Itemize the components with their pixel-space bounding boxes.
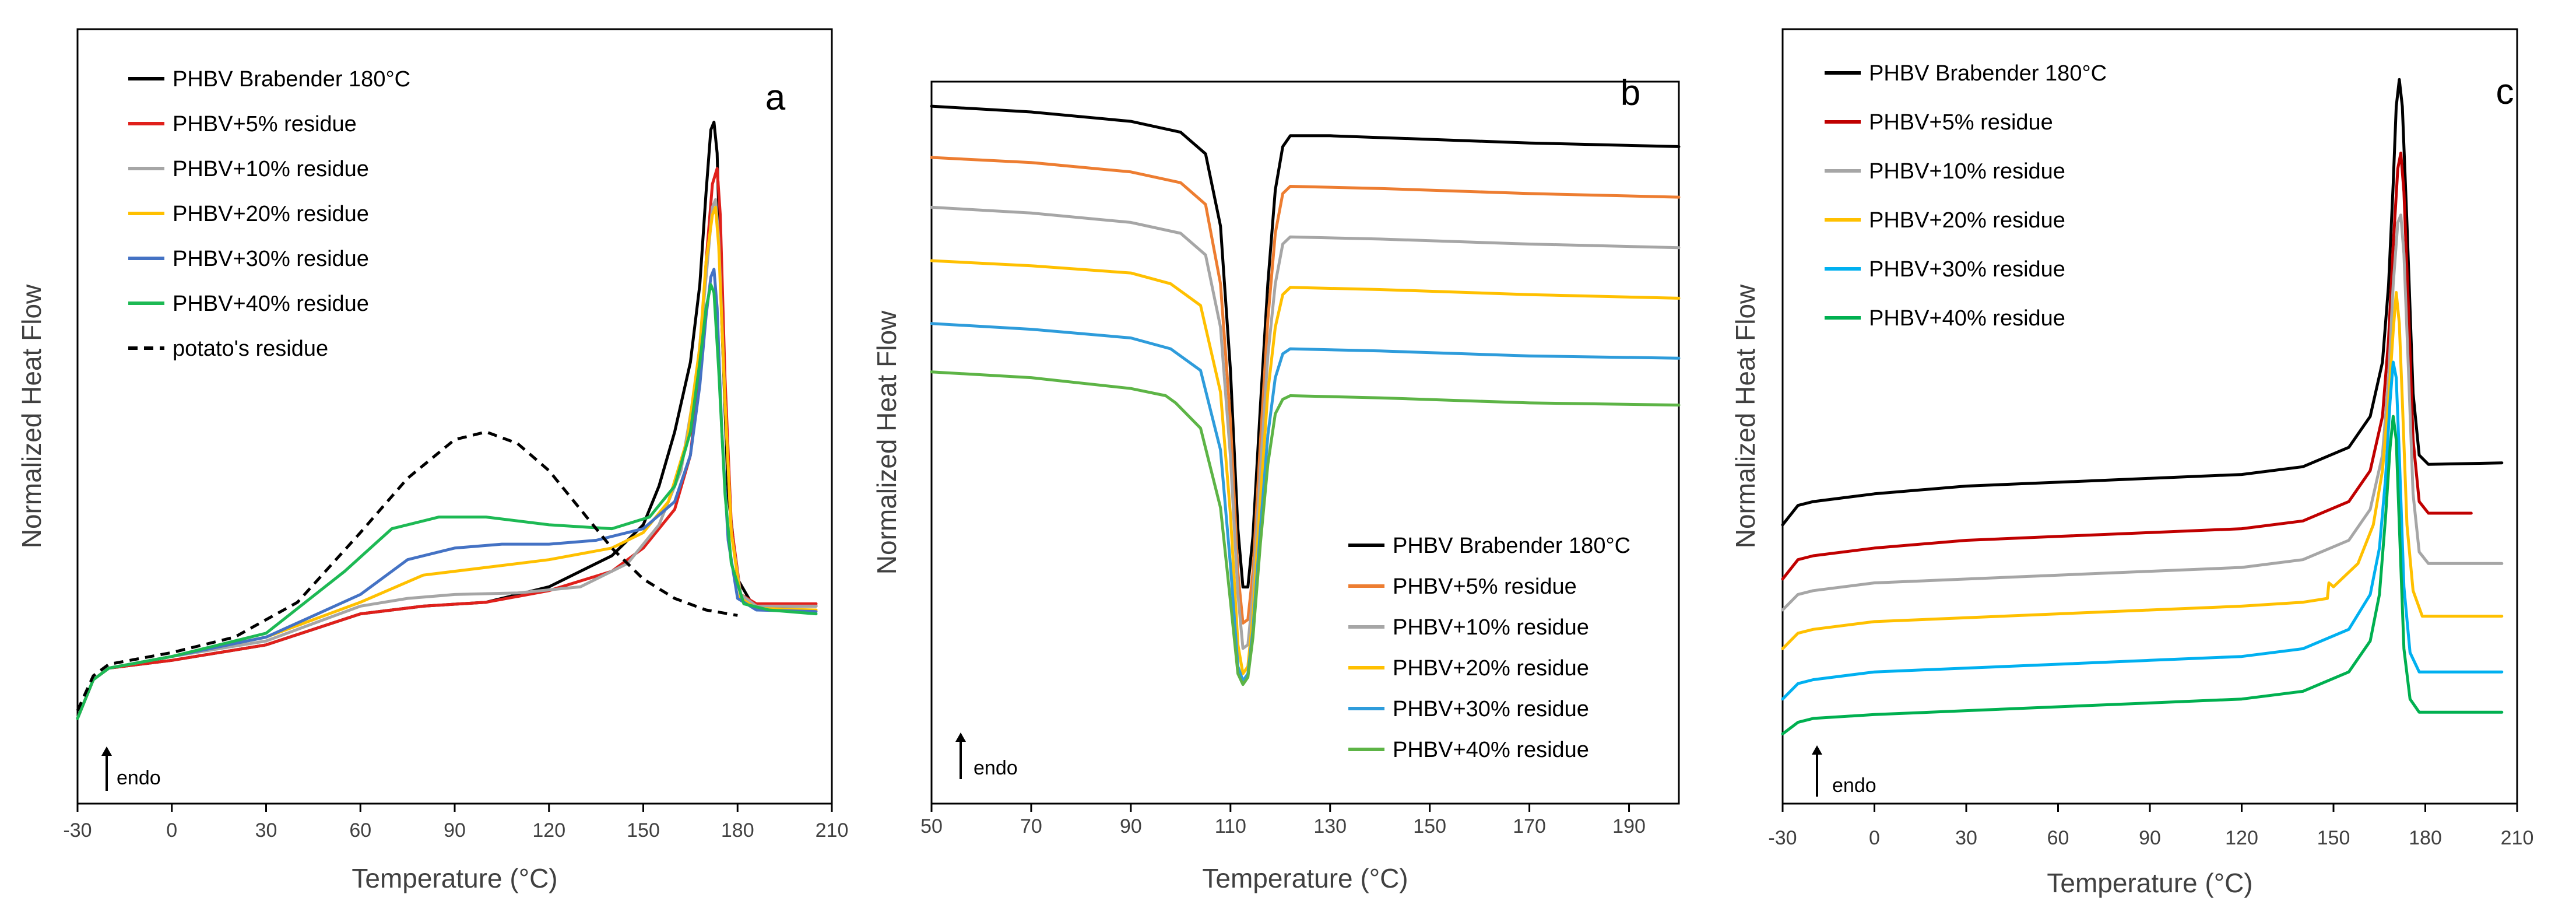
series-line [930,259,1681,675]
legend-label: PHBV+30% residue [1393,697,1589,721]
legend-label: PHBV Brabender 180°C [173,67,410,92]
series-line [76,283,818,720]
series-line [930,104,1681,589]
legend-label: PHBV+40% residue [1869,306,2065,331]
series-line [1781,152,2473,581]
y-axis-label: Normalized Heat Flow [16,284,47,548]
x-tick-label: -30 [1768,827,1797,849]
series-line [930,205,1681,650]
panel-letter: c [2496,72,2514,112]
legend-label: PHBV+5% residue [1869,110,2053,135]
endo-arrow-head [1812,745,1822,755]
endo-label: endo [1832,774,1876,797]
legend-label: PHBV+10% residue [173,157,369,181]
x-tick-label: 190 [1612,815,1646,837]
series-line [76,205,818,720]
y-axis-label: Normalized Heat Flow [871,310,902,574]
plot-frame [76,28,833,805]
panel-letter: a [765,78,786,118]
x-tick-label: 210 [816,819,849,842]
y-axis-label: Normalized Heat Flow [1730,284,1760,548]
x-tick-label: 120 [532,819,565,842]
x-tick-label: 150 [1413,815,1446,837]
x-tick-label: 90 [2139,827,2161,849]
x-tick-label: -30 [63,819,92,842]
x-tick-label: 110 [1215,815,1246,837]
legend-label: PHBV+10% residue [1393,615,1589,640]
x-axis-label: Temperature (°C) [2047,868,2252,898]
legend: PHBV Brabender 180°C PHBV+5% residue PHBV+… [128,67,410,361]
x-tick-label: 70 [1020,815,1042,837]
series-line [930,370,1681,686]
series-line [1781,291,2504,650]
endo-label: endo [974,757,1018,779]
endo-label: endo [117,767,161,789]
x-tick-label: 30 [1955,827,1977,849]
series-line [1781,78,2504,527]
x-tick-label: 170 [1513,815,1546,837]
legend-label: PHBV+20% residue [1869,208,2065,233]
chart-panel-b: 50 70 90 110 130 150 170 190 Temperature (°C) Nor… [871,73,1681,893]
legend-label: PHBV+5% residue [1393,574,1577,599]
x-tick-label: 50 [920,815,943,837]
series-line [930,156,1681,625]
x-tick-label: 130 [1313,815,1347,837]
x-tick-label: 90 [1120,815,1142,837]
chart-panel-a: -30 0 30 60 90 120 150 180 210 Temperature (°C) No… [16,28,849,893]
plot-frame [930,80,1680,805]
x-tick-label: 60 [349,819,371,842]
x-tick-label: 150 [627,819,660,842]
panel-letter: b [1621,73,1640,113]
legend-label: PHBV+40% residue [173,292,369,316]
legend-label: PHBV+20% residue [173,202,369,226]
legend-label: PHBV Brabender 180°C [1393,534,1630,558]
x-tick-label: 150 [2317,827,2350,849]
x-tick-label: 120 [2225,827,2258,849]
endo-arrow-head [955,732,966,742]
x-tick-label: 60 [2047,827,2069,849]
x-tick-label: 90 [444,819,466,842]
legend: PHBV Brabender 180°C PHBV+5% residue PHBV+… [1348,534,1630,762]
x-tick-label: 30 [255,819,277,842]
x-tick-label: 0 [166,819,177,842]
series-line [1781,415,2504,735]
legend-label: PHBV+10% residue [1869,159,2065,184]
x-tick-label: 180 [2409,827,2442,849]
series-line [1781,360,2504,701]
x-axis-label: Temperature (°C) [1202,863,1408,893]
chart-panel-c: -30 0 30 60 90 120 150 180 210 Temperature (°C) No… [1730,28,2534,898]
legend: PHBV Brabender 180°C PHBV+5% residue PHBV+… [1825,61,2107,331]
endo-arrow-head [101,746,112,756]
legend-label: potato's residue [173,336,328,361]
legend-label: PHBV+30% residue [173,247,369,271]
plot-frame [1781,28,2518,805]
legend-label: PHBV+40% residue [1393,738,1589,762]
legend-label: PHBV Brabender 180°C [1869,61,2107,86]
legend-label: PHBV+30% residue [1869,257,2065,282]
legend-label: PHBV+5% residue [173,112,357,136]
series-line [76,430,738,711]
x-axis-label: Temperature (°C) [352,863,557,893]
legend-label: PHBV+20% residue [1393,656,1589,681]
x-tick-label: 0 [1869,827,1880,849]
x-tick-label: 180 [721,819,754,842]
series-line [1781,213,2504,612]
x-tick-label: 210 [2501,827,2534,849]
